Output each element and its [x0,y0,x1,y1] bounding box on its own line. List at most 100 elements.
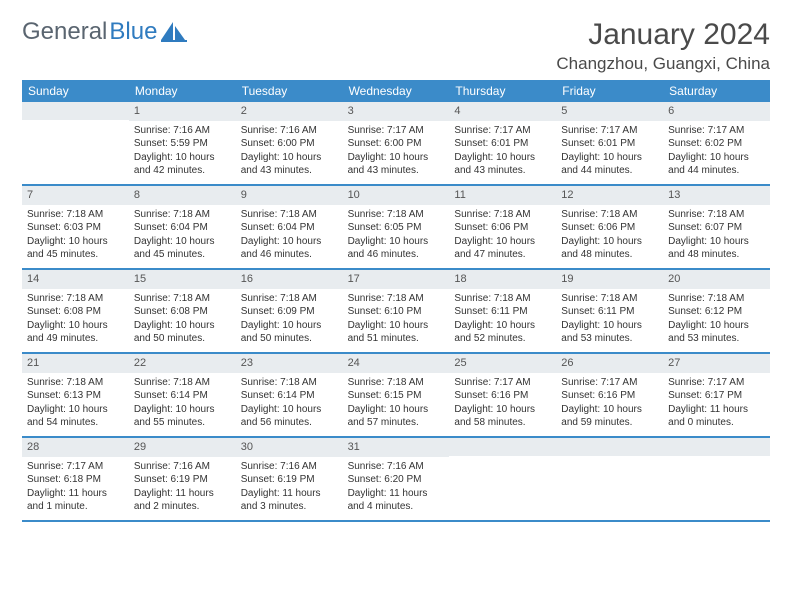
daylight-text: Daylight: 10 hours and 46 minutes. [348,235,445,262]
day-number: 8 [129,186,236,205]
logo-text-blue: Blue [109,18,157,46]
day-number: 11 [449,186,556,205]
weekday-cell: Sunday [22,80,129,102]
day-number-empty [22,102,129,120]
daylight-text: Daylight: 10 hours and 49 minutes. [27,319,124,346]
page-header: GeneralBlue January 2024 Changzhou, Guan… [22,18,770,74]
daylight-text: Daylight: 10 hours and 42 minutes. [134,151,231,178]
daylight-text: Daylight: 10 hours and 53 minutes. [668,319,765,346]
day-info: Sunrise: 7:17 AMSunset: 6:18 PMDaylight:… [27,460,124,514]
weekday-cell: Saturday [663,80,770,102]
day-info: Sunrise: 7:18 AMSunset: 6:09 PMDaylight:… [241,292,338,346]
weeks-container: 1Sunrise: 7:16 AMSunset: 5:59 PMDaylight… [22,102,770,522]
day-cell: 30 Sunrise: 7:16 AMSunset: 6:19 PMDayligh… [236,438,343,520]
sunset-text: Sunset: 6:14 PM [241,389,338,403]
sunset-text: Sunset: 6:14 PM [134,389,231,403]
day-number: 14 [22,270,129,289]
day-cell: 31Sunrise: 7:16 AMSunset: 6:20 PMDayligh… [343,438,450,520]
weekday-header-row: SundayMondayTuesdayWednesdayThursdayFrid… [22,80,770,102]
sunrise-text: Sunrise: 7:18 AM [348,208,445,222]
day-info: Sunrise: 7:16 AMSunset: 6:19 PMDaylight:… [241,460,338,514]
weekday-cell: Tuesday [236,80,343,102]
day-number: 18 [449,270,556,289]
calendar: SundayMondayTuesdayWednesdayThursdayFrid… [22,80,770,522]
day-number: 1 [129,102,236,121]
sunset-text: Sunset: 6:12 PM [668,305,765,319]
day-info: Sunrise: 7:18 AMSunset: 6:11 PMDaylight:… [454,292,551,346]
sunset-text: Sunset: 6:08 PM [27,305,124,319]
daylight-text: Daylight: 10 hours and 50 minutes. [241,319,338,346]
week-row: 28Sunrise: 7:17 AMSunset: 6:18 PMDayligh… [22,438,770,522]
day-number: 19 [556,270,663,289]
sunset-text: Sunset: 6:16 PM [454,389,551,403]
sunrise-text: Sunrise: 7:18 AM [27,208,124,222]
day-info: Sunrise: 7:17 AMSunset: 6:16 PMDaylight:… [454,376,551,430]
day-number: 15 [129,270,236,289]
sunset-text: Sunset: 6:08 PM [134,305,231,319]
day-cell: 13Sunrise: 7:18 AMSunset: 6:07 PMDayligh… [663,186,770,268]
logo-text-gray: General [22,18,107,46]
day-number: 9 [236,186,343,205]
sunrise-text: Sunrise: 7:18 AM [27,376,124,390]
logo: GeneralBlue [22,18,187,46]
day-number: 23 [236,354,343,373]
day-number: 30 [236,438,343,457]
day-cell: 10Sunrise: 7:18 AMSunset: 6:05 PMDayligh… [343,186,450,268]
sunrise-text: Sunrise: 7:16 AM [348,460,445,474]
sunrise-text: Sunrise: 7:18 AM [134,376,231,390]
day-info: Sunrise: 7:18 AMSunset: 6:06 PMDaylight:… [561,208,658,262]
sunset-text: Sunset: 6:04 PM [134,221,231,235]
day-cell: 6Sunrise: 7:17 AMSunset: 6:02 PMDaylight… [663,102,770,184]
day-info: Sunrise: 7:18 AMSunset: 6:13 PMDaylight:… [27,376,124,430]
day-cell: 21 Sunrise: 7:18 AMSunset: 6:13 PMDayligh… [22,354,129,436]
sunset-text: Sunset: 6:03 PM [27,221,124,235]
month-title: January 2024 [556,18,770,52]
day-number: 29 [129,438,236,457]
sunrise-text: Sunrise: 7:17 AM [348,124,445,138]
day-number: 5 [556,102,663,121]
sunset-text: Sunset: 6:11 PM [454,305,551,319]
week-row: 14Sunrise: 7:18 AMSunset: 6:08 PMDayligh… [22,270,770,354]
sunrise-text: Sunrise: 7:18 AM [241,376,338,390]
day-number: 2 [236,102,343,121]
daylight-text: Daylight: 10 hours and 43 minutes. [241,151,338,178]
sunrise-text: Sunrise: 7:18 AM [241,208,338,222]
daylight-text: Daylight: 10 hours and 50 minutes. [134,319,231,346]
day-cell: 26Sunrise: 7:17 AMSunset: 6:16 PMDayligh… [556,354,663,436]
sunrise-text: Sunrise: 7:16 AM [241,124,338,138]
day-info: Sunrise: 7:17 AMSunset: 6:00 PMDaylight:… [348,124,445,178]
day-cell: 17Sunrise: 7:18 AMSunset: 6:10 PMDayligh… [343,270,450,352]
sunrise-text: Sunrise: 7:17 AM [454,376,551,390]
sunrise-text: Sunrise: 7:17 AM [561,124,658,138]
day-cell: 12Sunrise: 7:18 AMSunset: 6:06 PMDayligh… [556,186,663,268]
day-number: 4 [449,102,556,121]
day-number-empty [449,438,556,456]
day-number: 20 [663,270,770,289]
daylight-text: Daylight: 11 hours and 0 minutes. [668,403,765,430]
day-number: 7 [22,186,129,205]
day-cell [556,438,663,520]
weekday-cell: Friday [556,80,663,102]
daylight-text: Daylight: 10 hours and 56 minutes. [241,403,338,430]
sunrise-text: Sunrise: 7:18 AM [241,292,338,306]
day-info: Sunrise: 7:17 AMSunset: 6:17 PMDaylight:… [668,376,765,430]
day-cell: 11Sunrise: 7:18 AMSunset: 6:06 PMDayligh… [449,186,556,268]
day-cell: 22Sunrise: 7:18 AMSunset: 6:14 PMDayligh… [129,354,236,436]
day-cell: 18 Sunrise: 7:18 AMSunset: 6:11 PMDayligh… [449,270,556,352]
day-cell [449,438,556,520]
daylight-text: Daylight: 10 hours and 48 minutes. [668,235,765,262]
daylight-text: Daylight: 10 hours and 45 minutes. [27,235,124,262]
day-info: Sunrise: 7:18 AMSunset: 6:15 PMDaylight:… [348,376,445,430]
day-number: 21 [22,354,129,373]
daylight-text: Daylight: 10 hours and 53 minutes. [561,319,658,346]
day-cell: 19Sunrise: 7:18 AMSunset: 6:11 PMDayligh… [556,270,663,352]
sunset-text: Sunset: 6:09 PM [241,305,338,319]
day-info: Sunrise: 7:17 AMSunset: 6:02 PMDaylight:… [668,124,765,178]
day-info: Sunrise: 7:18 AMSunset: 6:14 PMDaylight:… [134,376,231,430]
sunrise-text: Sunrise: 7:17 AM [27,460,124,474]
sunset-text: Sunset: 6:07 PM [668,221,765,235]
location-text: Changzhou, Guangxi, China [556,54,770,74]
daylight-text: Daylight: 11 hours and 1 minute. [27,487,124,514]
day-number: 27 [663,354,770,373]
sunrise-text: Sunrise: 7:18 AM [668,292,765,306]
